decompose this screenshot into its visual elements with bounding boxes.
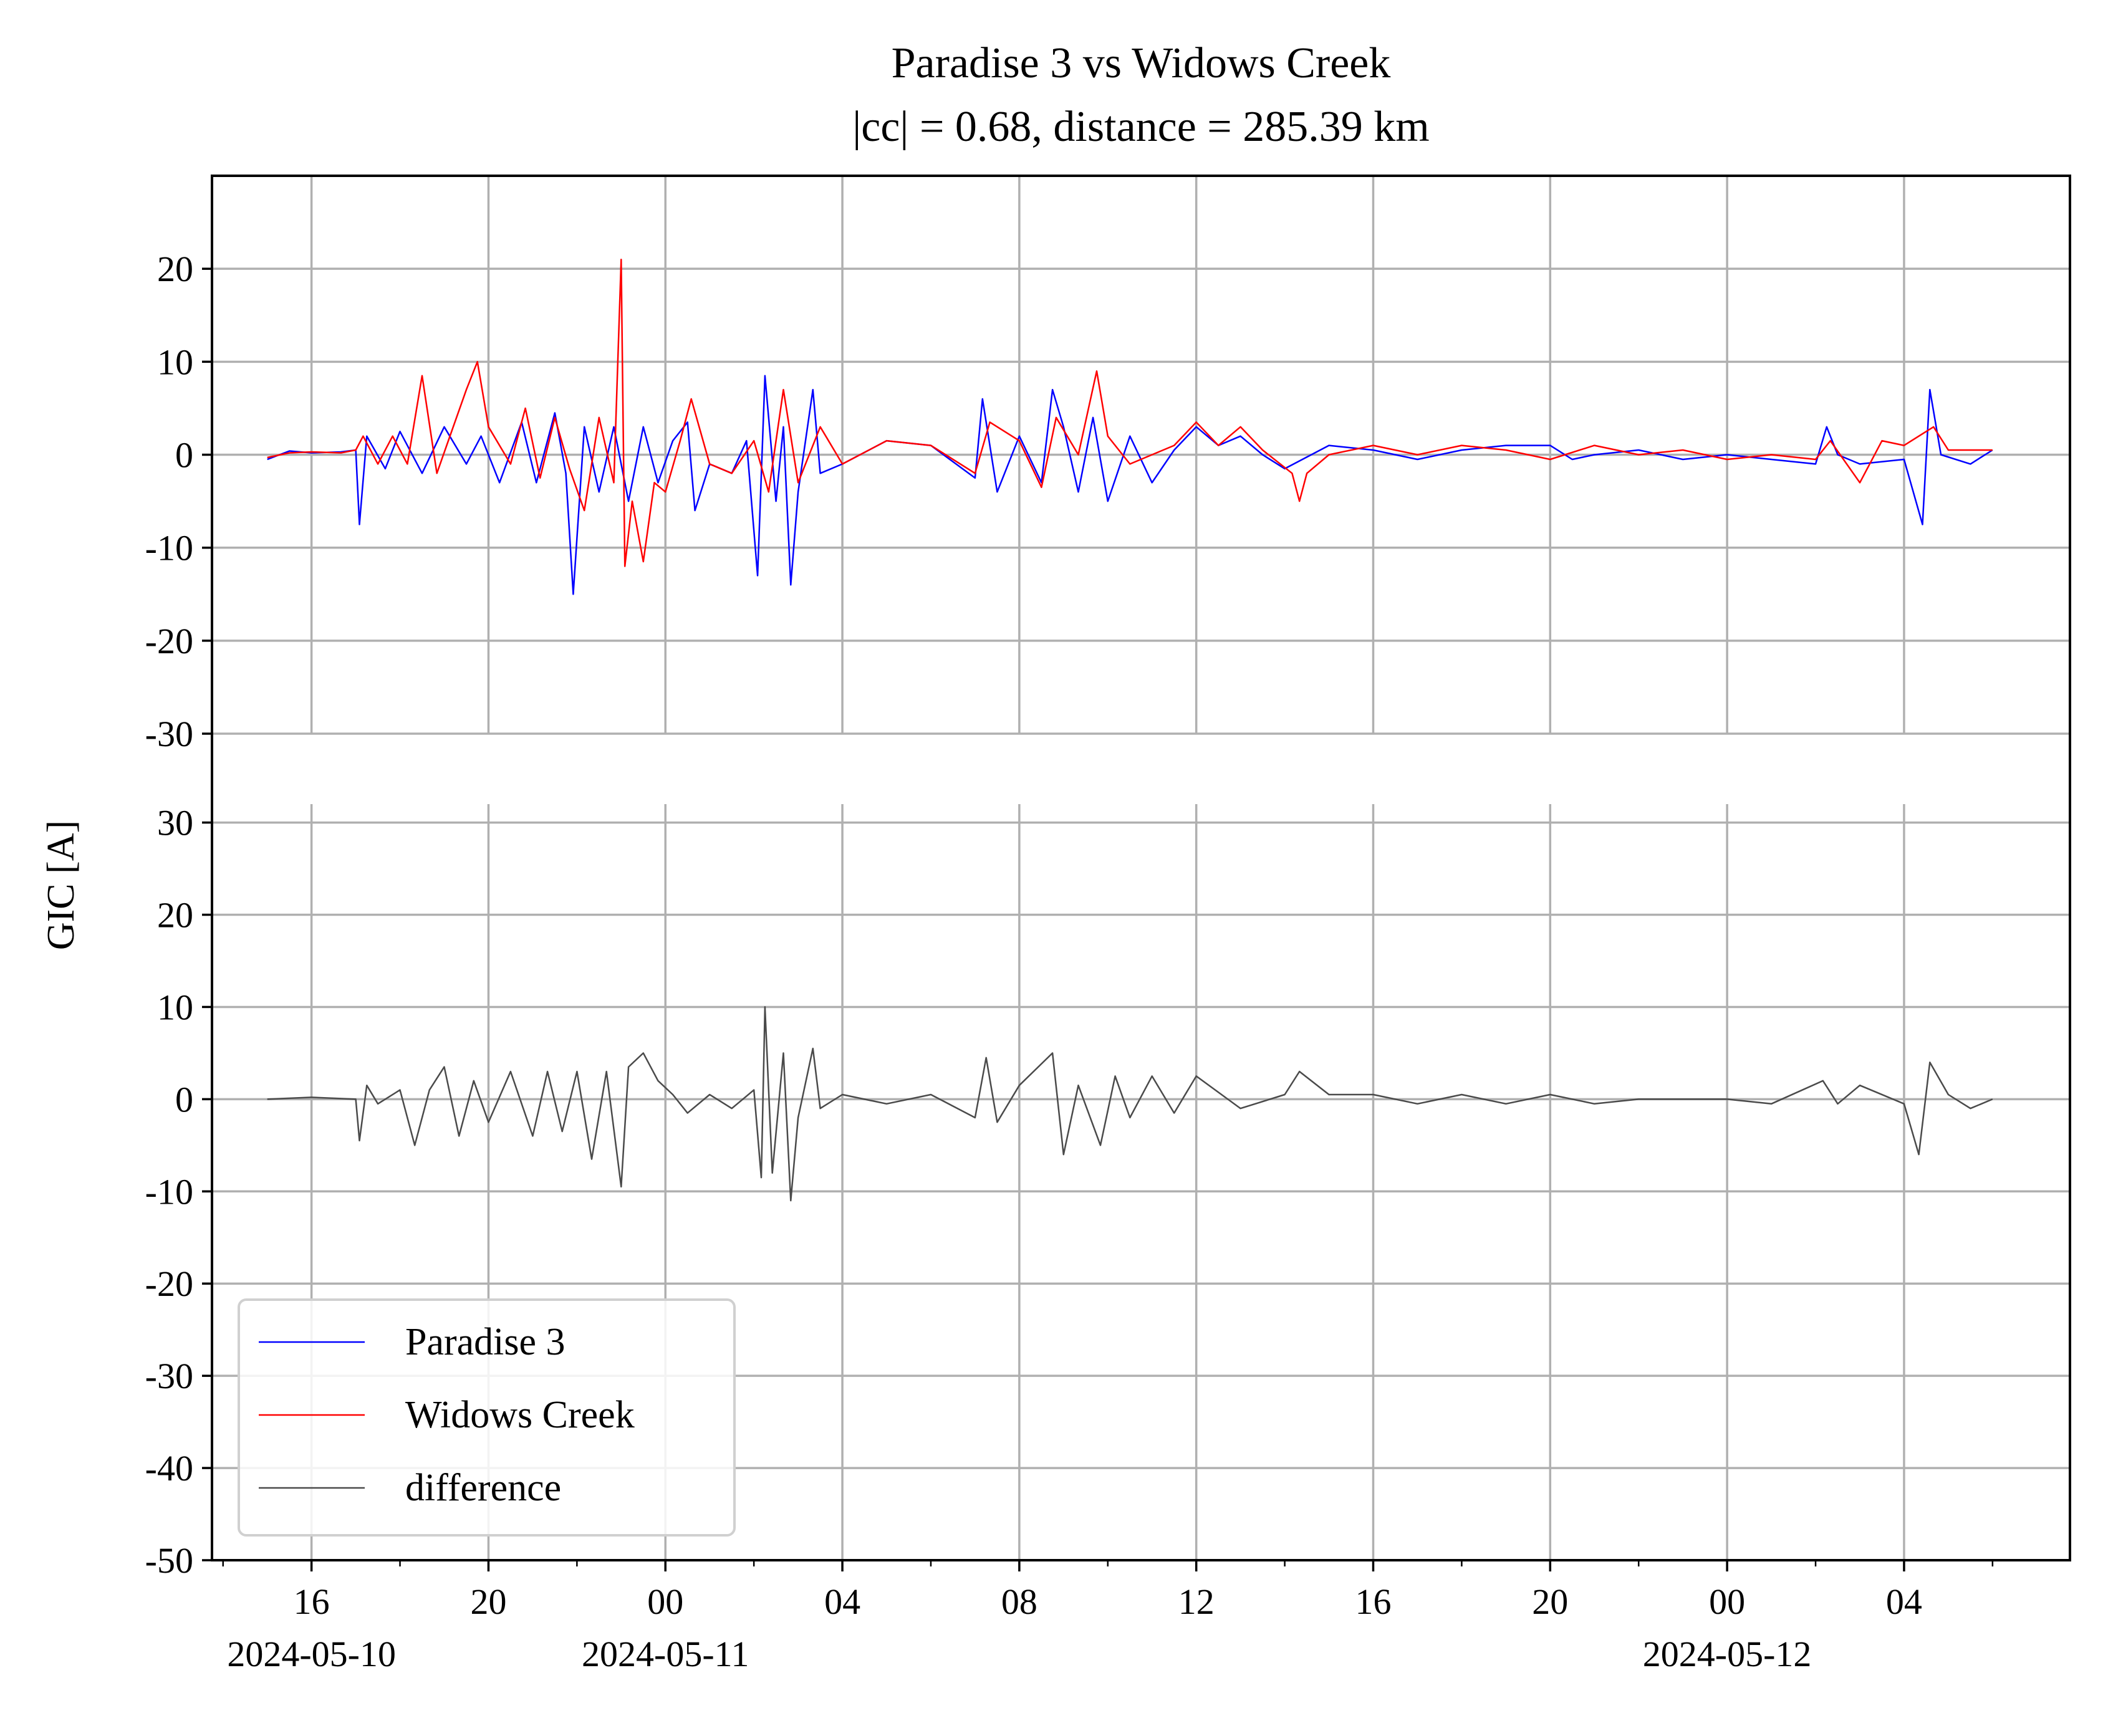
x-tick-label: 16 bbox=[1355, 1581, 1392, 1622]
y-tick-label-1: -20 bbox=[145, 1264, 193, 1304]
x-tick-label: 20 bbox=[470, 1581, 506, 1622]
x-date-label: 2024-05-11 bbox=[582, 1634, 749, 1674]
legend-box bbox=[238, 1298, 736, 1537]
y-tick-label-1: 10 bbox=[157, 987, 193, 1027]
legend-label-paradise-3: Paradise 3 bbox=[405, 1321, 565, 1363]
x-tick-label: 04 bbox=[824, 1581, 860, 1622]
y-tick-label-0: -20 bbox=[145, 621, 193, 661]
y-tick-label-0: 20 bbox=[157, 249, 193, 289]
y-tick-label-1: 0 bbox=[175, 1079, 193, 1120]
x-tick-label: 00 bbox=[1709, 1581, 1745, 1622]
x-tick-label: 20 bbox=[1532, 1581, 1568, 1622]
x-date-label: 2024-05-12 bbox=[1643, 1634, 1812, 1674]
plot-frame bbox=[211, 175, 2071, 1561]
axes-layer: 20 10 0 -10 -20 -30 30 20 10 0 -10 -20 -30 -40 -50 16 20… bbox=[145, 175, 2071, 1674]
y-axis-label: GIC [A] bbox=[40, 820, 82, 950]
x-tick-label: 08 bbox=[1001, 1581, 1037, 1622]
x-date-label: 2024-05-10 bbox=[227, 1634, 396, 1674]
series-line-difference bbox=[267, 1006, 1993, 1202]
y-tick-label-1: -30 bbox=[145, 1356, 193, 1396]
series-line-widows-creek bbox=[267, 259, 1993, 567]
chart-subtitle: |cc| = 0.68, distance = 285.39 km bbox=[852, 103, 1429, 151]
x-tick-label: 16 bbox=[294, 1581, 330, 1622]
legend: Paradise 3 Widows Creek difference bbox=[238, 1298, 736, 1537]
y-tick-label-1: -10 bbox=[145, 1171, 193, 1212]
legend-label-difference: difference bbox=[405, 1467, 561, 1509]
y-tick-label-1: 20 bbox=[157, 895, 193, 936]
x-tick-label: 00 bbox=[647, 1581, 683, 1622]
legend-label-widows-creek: Widows Creek bbox=[405, 1394, 635, 1436]
x-tick-label: 12 bbox=[1178, 1581, 1215, 1622]
y-tick-label-1: -40 bbox=[145, 1448, 193, 1489]
y-tick-label-0: 0 bbox=[175, 435, 193, 476]
y-tick-label-0: -30 bbox=[145, 714, 193, 754]
x-tick-label: 04 bbox=[1886, 1581, 1922, 1622]
y-tick-label-0: -10 bbox=[145, 528, 193, 568]
y-tick-label-1: 30 bbox=[157, 803, 193, 843]
y-tick-label-1: -50 bbox=[145, 1540, 193, 1581]
y-tick-label-0: 10 bbox=[157, 342, 193, 382]
series-layer bbox=[267, 259, 1993, 1202]
chart-title: Paradise 3 vs Widows Creek bbox=[892, 39, 1391, 87]
